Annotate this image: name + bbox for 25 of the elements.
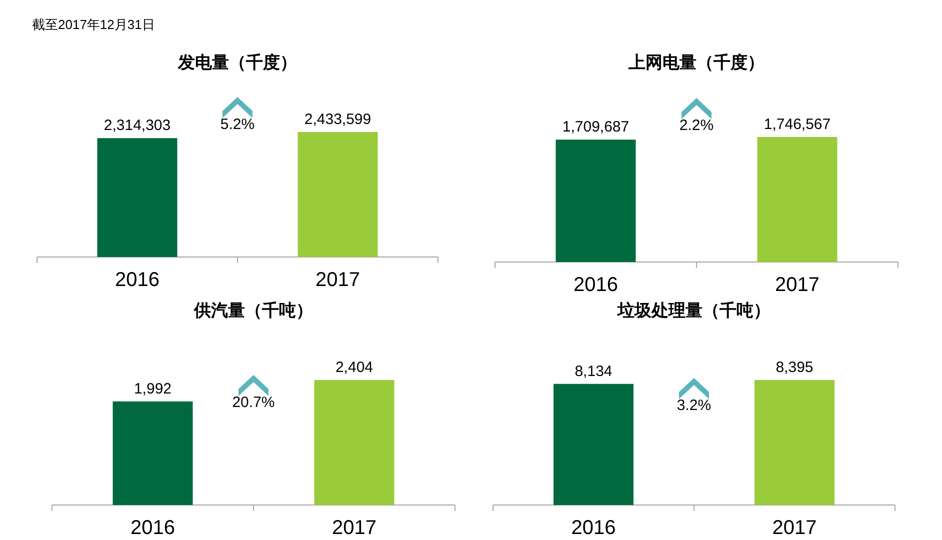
x-tick-label: 2016	[130, 517, 175, 539]
data-label: 1,746,567	[764, 116, 831, 133]
x-tick-label: 2017	[316, 269, 360, 291]
annotation: 3.2%	[676, 397, 712, 414]
x-tick-label: 2017	[332, 517, 376, 539]
data-label: 2,433,599	[304, 111, 372, 128]
x-tick-label: 2016	[115, 269, 160, 291]
x-tick-label: 2016	[571, 517, 616, 539]
x-tick-label: 2017	[772, 517, 817, 539]
data-label: 8,134	[574, 362, 612, 380]
chart-title: 垃圾处理量（千吨）	[616, 301, 770, 320]
x-tick-label: 2017	[775, 274, 820, 296]
text: 2.2%	[679, 117, 714, 134]
data-label: 8,395	[776, 359, 814, 376]
annotation: 20.7%	[232, 394, 275, 411]
data-label: 1,992	[134, 380, 172, 398]
chart-title: 上网电量（千度）	[628, 53, 764, 72]
data-label: 1,709,687	[562, 118, 630, 136]
annotation: 5.2%	[220, 116, 255, 133]
data-label: 2,404	[335, 359, 374, 376]
text: 截至2017年12月31日	[32, 17, 155, 32]
x-tick-label: 2016	[574, 274, 618, 296]
data-label: 2,314,303	[104, 117, 171, 134]
chart-title: 发电量（千度）	[177, 53, 297, 72]
chart-title: 供汽量（千吨）	[193, 301, 313, 320]
